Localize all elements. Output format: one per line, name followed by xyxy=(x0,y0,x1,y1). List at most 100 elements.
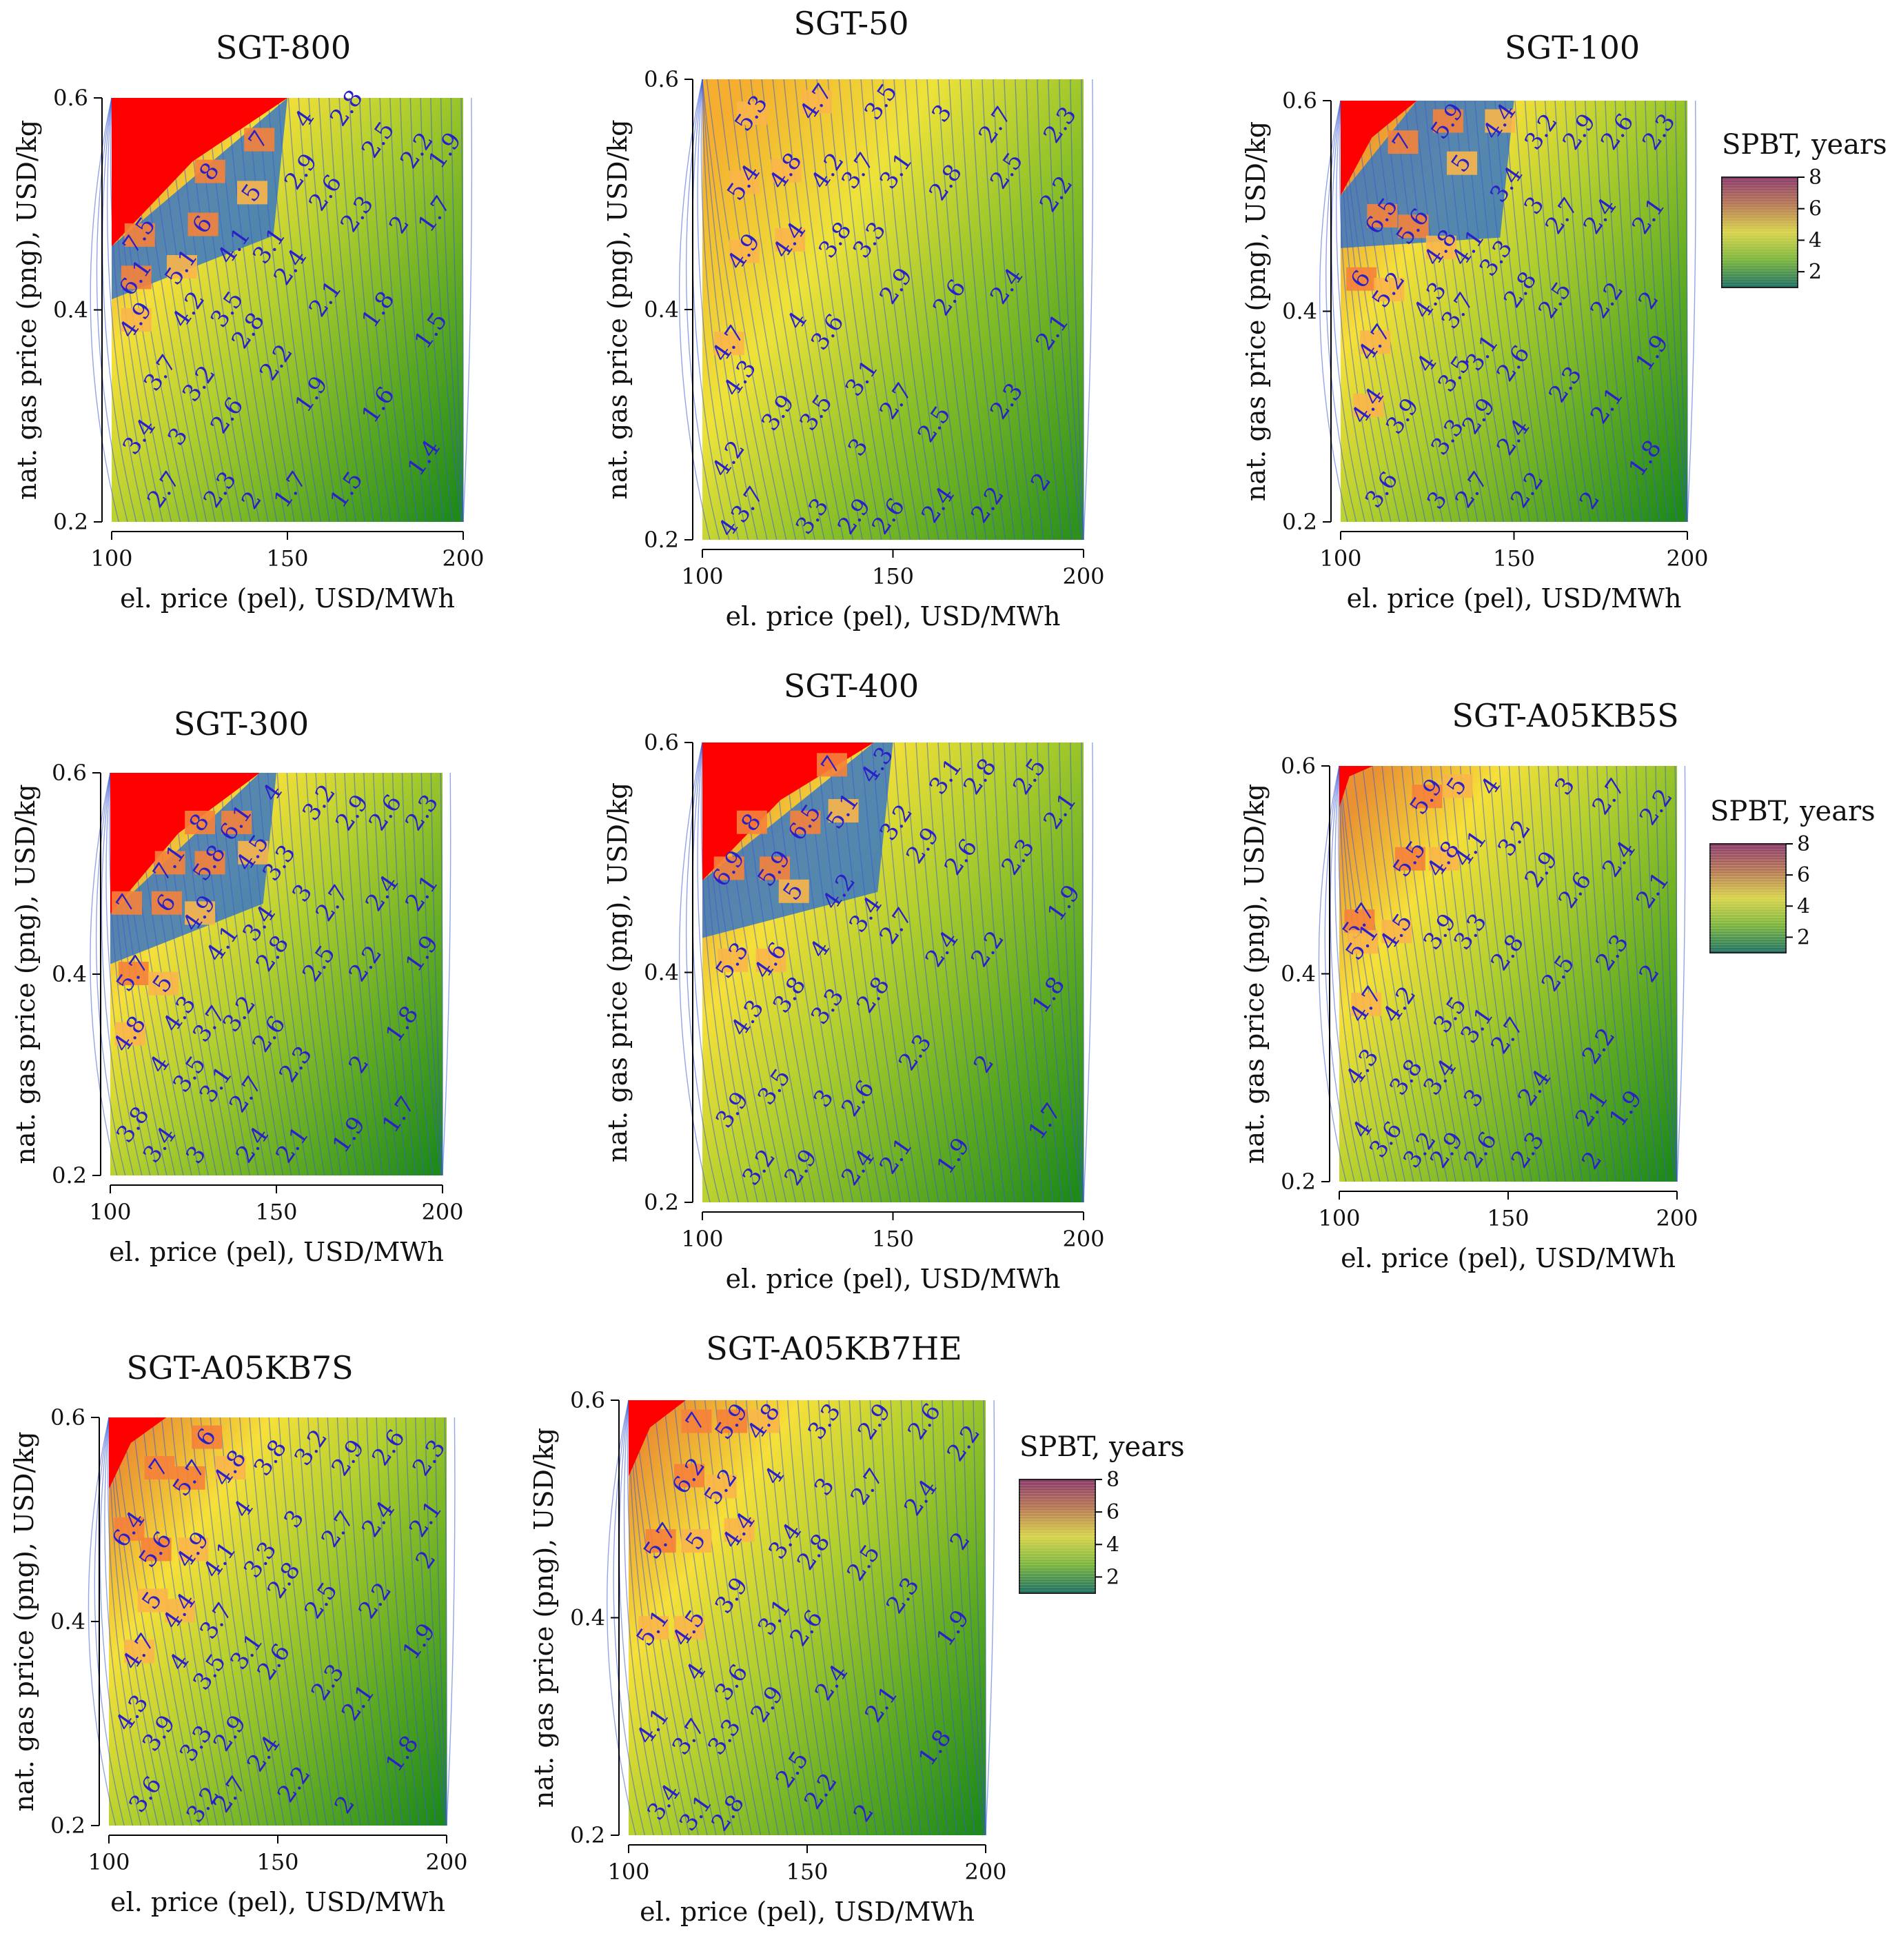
contour-line xyxy=(794,742,863,1203)
contour-lines xyxy=(1318,765,1686,1182)
chart-panel: 4 3.22.92.62.386.17.15.84.53.332.7 2.42.17… xyxy=(10,705,464,1267)
contour-line xyxy=(1081,742,1084,1203)
contour-line xyxy=(317,1417,361,1826)
contour-line xyxy=(1508,765,1558,1182)
infeasible-region xyxy=(109,1417,167,1489)
contour-label-bg xyxy=(151,891,182,915)
contour-line xyxy=(363,772,400,1176)
contour-line xyxy=(1574,100,1617,523)
contour-line xyxy=(755,1400,815,1836)
x-tick-label: 100 xyxy=(88,1849,130,1875)
contour-line xyxy=(90,97,119,523)
contour-line xyxy=(278,1417,327,1826)
contour-line xyxy=(783,79,854,540)
contour-line xyxy=(389,97,427,523)
contour-line xyxy=(700,79,749,540)
contour-line xyxy=(318,97,365,523)
contour-line xyxy=(409,97,445,523)
contour-line xyxy=(385,1417,420,1826)
contour-line xyxy=(859,1400,904,1836)
x-tick-label: 200 xyxy=(1656,1205,1698,1231)
x-tick-label: 200 xyxy=(1062,1226,1104,1252)
contour-line xyxy=(1424,100,1487,523)
contour-line xyxy=(196,97,260,523)
contour-label-bg xyxy=(736,101,767,125)
panel-title: SGT-800 xyxy=(216,29,351,66)
x-tick-label: 150 xyxy=(872,563,914,589)
contour-label-bg xyxy=(817,753,848,777)
contour-label-bg xyxy=(238,840,269,865)
contour-line xyxy=(1594,100,1634,523)
contour-line xyxy=(110,97,154,523)
contour-line xyxy=(1330,765,1363,1182)
contour-line xyxy=(101,772,134,1176)
contour-line xyxy=(108,772,151,1176)
contour-line xyxy=(794,79,863,540)
contour-label-bg xyxy=(187,212,219,236)
y-tick-label: 0.2 xyxy=(50,1812,85,1839)
contour-line xyxy=(206,97,269,523)
axes: 100 150 200 0.2 0.4 0.6 xyxy=(50,1404,467,1875)
contour-line xyxy=(1339,765,1397,1182)
contour-line xyxy=(450,97,464,523)
contour-line xyxy=(382,772,417,1176)
contour-label-bg xyxy=(1425,235,1456,259)
contour-line xyxy=(783,742,854,1203)
contour-line xyxy=(305,772,350,1176)
contour-line xyxy=(460,97,464,523)
x-axis-label: el. price (pel), USD/MWh xyxy=(110,1887,445,1917)
contour-label-bg xyxy=(1447,151,1478,175)
contour-line xyxy=(358,97,400,523)
x-tick-label: 200 xyxy=(425,1849,467,1875)
contour-label-bg xyxy=(114,1022,145,1046)
contour-label-bg xyxy=(1388,130,1419,154)
contour-line xyxy=(1391,765,1456,1182)
x-axis-label: el. price (pel), USD/MWh xyxy=(120,583,455,614)
x-tick-label: 100 xyxy=(607,1859,649,1885)
contour-label-bg xyxy=(638,1616,669,1640)
contour-line xyxy=(1070,742,1084,1203)
legend-tick-label: 4 xyxy=(1106,1533,1119,1557)
contour-label-bg xyxy=(148,971,179,996)
contour-label-bg xyxy=(760,856,791,880)
contour-line xyxy=(1331,100,1365,523)
contour-line xyxy=(702,79,768,540)
contour-line xyxy=(911,1400,949,1836)
x-tick-label: 100 xyxy=(1318,1205,1360,1231)
contour-line xyxy=(107,1417,150,1826)
contour-label-bg xyxy=(1353,393,1384,417)
contour-line xyxy=(1421,765,1482,1182)
contour-label-bg xyxy=(121,265,152,290)
axes: 100 150 200 0.2 0.4 0.6 xyxy=(570,1387,1006,1885)
contour-line xyxy=(772,742,844,1203)
contour-line xyxy=(1015,742,1054,1203)
panel-title: SGT-50 xyxy=(793,5,908,42)
contour-line xyxy=(882,742,939,1203)
contour-line xyxy=(1337,765,1381,1182)
axes: 100 150 200 0.2 0.4 0.6 xyxy=(644,66,1104,589)
contour-line xyxy=(1414,100,1479,523)
contour-label-bg xyxy=(237,181,267,205)
x-axis-label: el. price (pel), USD/MWh xyxy=(640,1897,975,1927)
contour-line xyxy=(442,772,451,1176)
contour-line xyxy=(1384,100,1452,523)
contour-line xyxy=(805,79,873,540)
contour-line xyxy=(373,772,409,1176)
contour-line xyxy=(750,79,825,540)
x-tick-label: 100 xyxy=(89,1199,131,1225)
chart-panel: 7 4.3 3.12.8 2.58 6.55.1 3.2 2.12.92.6 2.36.9 5.… xyxy=(602,667,1105,1294)
contour-line xyxy=(420,97,454,523)
contour-line xyxy=(937,742,987,1203)
colorbar-legend: SPBT, years 2 4 6 8 xyxy=(1709,796,1876,953)
colorbar xyxy=(1721,176,1798,288)
contour-line xyxy=(717,79,797,540)
x-tick-label: 150 xyxy=(1493,545,1535,572)
contour-label-bg xyxy=(1367,204,1398,228)
contour-line xyxy=(766,1400,824,1836)
contour-label-bg xyxy=(724,1518,755,1542)
contour-line xyxy=(1470,765,1524,1182)
x-tick-label: 150 xyxy=(786,1859,828,1885)
contour-line xyxy=(395,1417,429,1826)
